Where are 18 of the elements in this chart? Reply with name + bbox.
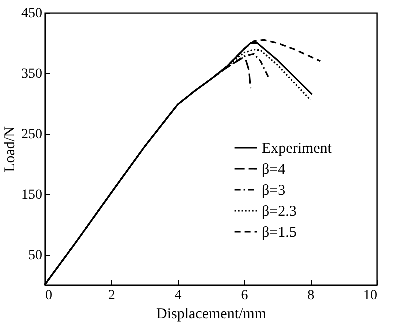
- x-tick-label: 0: [46, 288, 52, 304]
- x-tick-label: 6: [241, 288, 248, 304]
- legend-label: β=1.5: [262, 225, 297, 241]
- x-axis-title: Displacement/mm: [156, 306, 267, 322]
- legend-label: Experiment: [262, 141, 333, 157]
- x-tick-label: 8: [308, 288, 315, 304]
- legend-label: β=2.3: [262, 204, 297, 220]
- y-tick-label: 250: [22, 127, 42, 142]
- x-tick-label: 10: [364, 288, 378, 304]
- x-tick-label: 4: [174, 288, 182, 304]
- legend-label: β=3: [262, 183, 286, 199]
- y-tick-label: 50: [28, 248, 42, 264]
- y-axis-title: Load/N: [2, 126, 18, 172]
- y-tick-label: 350: [22, 66, 42, 82]
- y-tick-label: 450: [22, 6, 42, 22]
- y-tick-label: 150: [22, 188, 42, 203]
- legend-label: β=4: [262, 162, 286, 178]
- x-tick-label: 2: [108, 288, 116, 304]
